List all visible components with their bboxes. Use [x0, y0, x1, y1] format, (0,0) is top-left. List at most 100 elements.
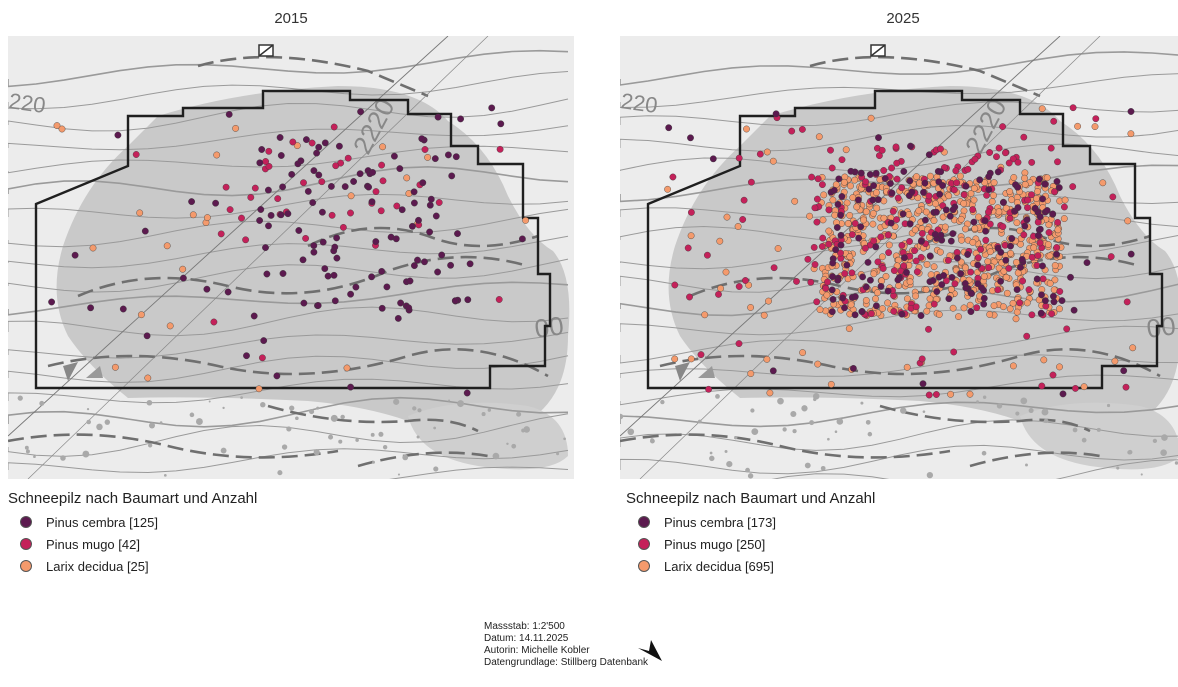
pinus-cembra-point — [943, 207, 949, 213]
boulder-dot — [398, 473, 400, 475]
pinus-mugo-point — [919, 356, 925, 362]
pinus-mugo-point — [1057, 288, 1063, 294]
map-2025[interactable]: 2220 220 00 — [620, 36, 1178, 479]
pinus-mugo-point — [899, 185, 905, 191]
pinus-mugo-point — [875, 259, 881, 265]
pinus-cembra-point — [464, 390, 470, 396]
pinus-cembra-point — [946, 296, 952, 302]
pinus-mugo-point — [890, 208, 896, 214]
pinus-cembra-point — [830, 296, 836, 302]
pinus-mugo-point — [805, 256, 811, 262]
boulder-dot — [1073, 428, 1078, 433]
larix-decidua-point — [1007, 250, 1013, 256]
larix-decidua-point — [871, 271, 877, 277]
pinus-cembra-point — [1039, 263, 1045, 269]
pinus-cembra-point — [1039, 196, 1045, 202]
boulder-dot — [196, 418, 203, 425]
larix-decidua-point — [923, 286, 929, 292]
pinus-cembra-point — [922, 217, 928, 223]
boulder-dot — [493, 453, 500, 460]
pinus-mugo-point — [808, 174, 814, 180]
boulder-dot — [778, 400, 781, 403]
larix-decidua-point — [972, 225, 978, 231]
pinus-mugo-point — [771, 265, 777, 271]
pinus-cembra-point — [1128, 108, 1134, 114]
pinus-mugo-point — [961, 192, 967, 198]
pinus-cembra-point — [907, 143, 913, 149]
pinus-mugo-point — [238, 215, 244, 221]
pinus-mugo-point — [1040, 276, 1046, 282]
pinus-cembra-point — [434, 269, 440, 275]
larix-decidua-point — [987, 311, 993, 317]
pinus-mugo-point — [1048, 311, 1054, 317]
pinus-mugo-point — [300, 180, 306, 186]
map-2015[interactable]: 2220 220 00 — [8, 36, 574, 479]
larix-decidua-point — [404, 175, 410, 181]
pinus-cembra-point — [920, 381, 926, 387]
contour-label: 220 — [8, 88, 47, 118]
pinus-mugo-point — [259, 355, 265, 361]
pinus-cembra-point — [1019, 256, 1025, 262]
larix-decidua-point — [847, 254, 853, 260]
boulder-dot — [222, 407, 224, 409]
boulder-dot — [60, 455, 66, 461]
boulder-dot — [240, 396, 243, 399]
pinus-cembra-point — [875, 134, 881, 140]
pinus-mugo-point — [1021, 134, 1027, 140]
pinus-mugo-point — [1070, 183, 1076, 189]
pinus-cembra-point — [279, 184, 285, 190]
pinus-cembra-point — [243, 353, 249, 359]
boulder-dot — [556, 452, 559, 455]
pinus-cembra-point — [144, 333, 150, 339]
boulder-dot — [748, 473, 753, 478]
pinus-mugo-point — [378, 162, 384, 168]
pinus-cembra-point — [331, 272, 337, 278]
pinus-cembra-point — [268, 212, 274, 218]
pinus-cembra-point — [289, 171, 295, 177]
pinus-mugo-point — [340, 224, 346, 230]
pinus-mugo-point — [742, 277, 748, 283]
pinus-cembra-point — [320, 239, 326, 245]
larix-decidua-point — [841, 179, 847, 185]
boulder-dot — [149, 422, 155, 428]
boulder-dot — [1107, 404, 1110, 407]
pinus-cembra-point — [350, 178, 356, 184]
boulder-dot — [837, 418, 844, 425]
boulder-dot — [900, 407, 906, 413]
map-title-2015: 2015 — [8, 10, 574, 27]
legend-item-pinus-cembra: Pinus cembra [125] — [8, 511, 428, 533]
pinus-cembra-point — [836, 176, 842, 182]
larix-decidua-point — [1081, 384, 1087, 390]
pinus-cembra-point — [873, 170, 879, 176]
pinus-mugo-point — [670, 174, 676, 180]
pinus-mugo-point — [885, 249, 891, 255]
larix-decidua-point — [672, 356, 678, 362]
pinus-cembra-point — [1037, 214, 1043, 220]
larix-decidua-point — [764, 149, 770, 155]
legend-2025: Schneepilz nach Baumart und Anzahl Pinus… — [626, 490, 1046, 577]
pinus-cembra-point — [838, 242, 844, 248]
pinus-cembra-point — [300, 257, 306, 263]
pinus-cembra-point — [259, 146, 265, 152]
pinus-mugo-point — [925, 326, 931, 332]
pinus-mugo-point — [757, 151, 763, 157]
pinus-cembra-point — [419, 136, 425, 142]
pinus-mugo-point — [211, 319, 217, 325]
pinus-mugo-point — [1054, 159, 1060, 165]
boulder-dot — [96, 424, 102, 430]
pinus-mugo-point — [926, 392, 932, 398]
pinus-cembra-point — [948, 238, 954, 244]
pinus-mugo-point — [895, 195, 901, 201]
larix-decidua-point — [883, 273, 889, 279]
pinus-mugo-point — [819, 243, 825, 249]
pinus-cembra-point — [257, 160, 263, 166]
larix-decidua-point — [1055, 227, 1061, 233]
legend-label: Pinus mugo [250] — [664, 537, 765, 552]
pinus-cembra-point — [421, 259, 427, 265]
pinus-mugo-point — [953, 168, 959, 174]
pinus-mugo-point — [983, 237, 989, 243]
pinus-mugo-point — [1029, 159, 1035, 165]
pinus-cembra-point — [666, 125, 672, 131]
pinus-cembra-point — [347, 291, 353, 297]
